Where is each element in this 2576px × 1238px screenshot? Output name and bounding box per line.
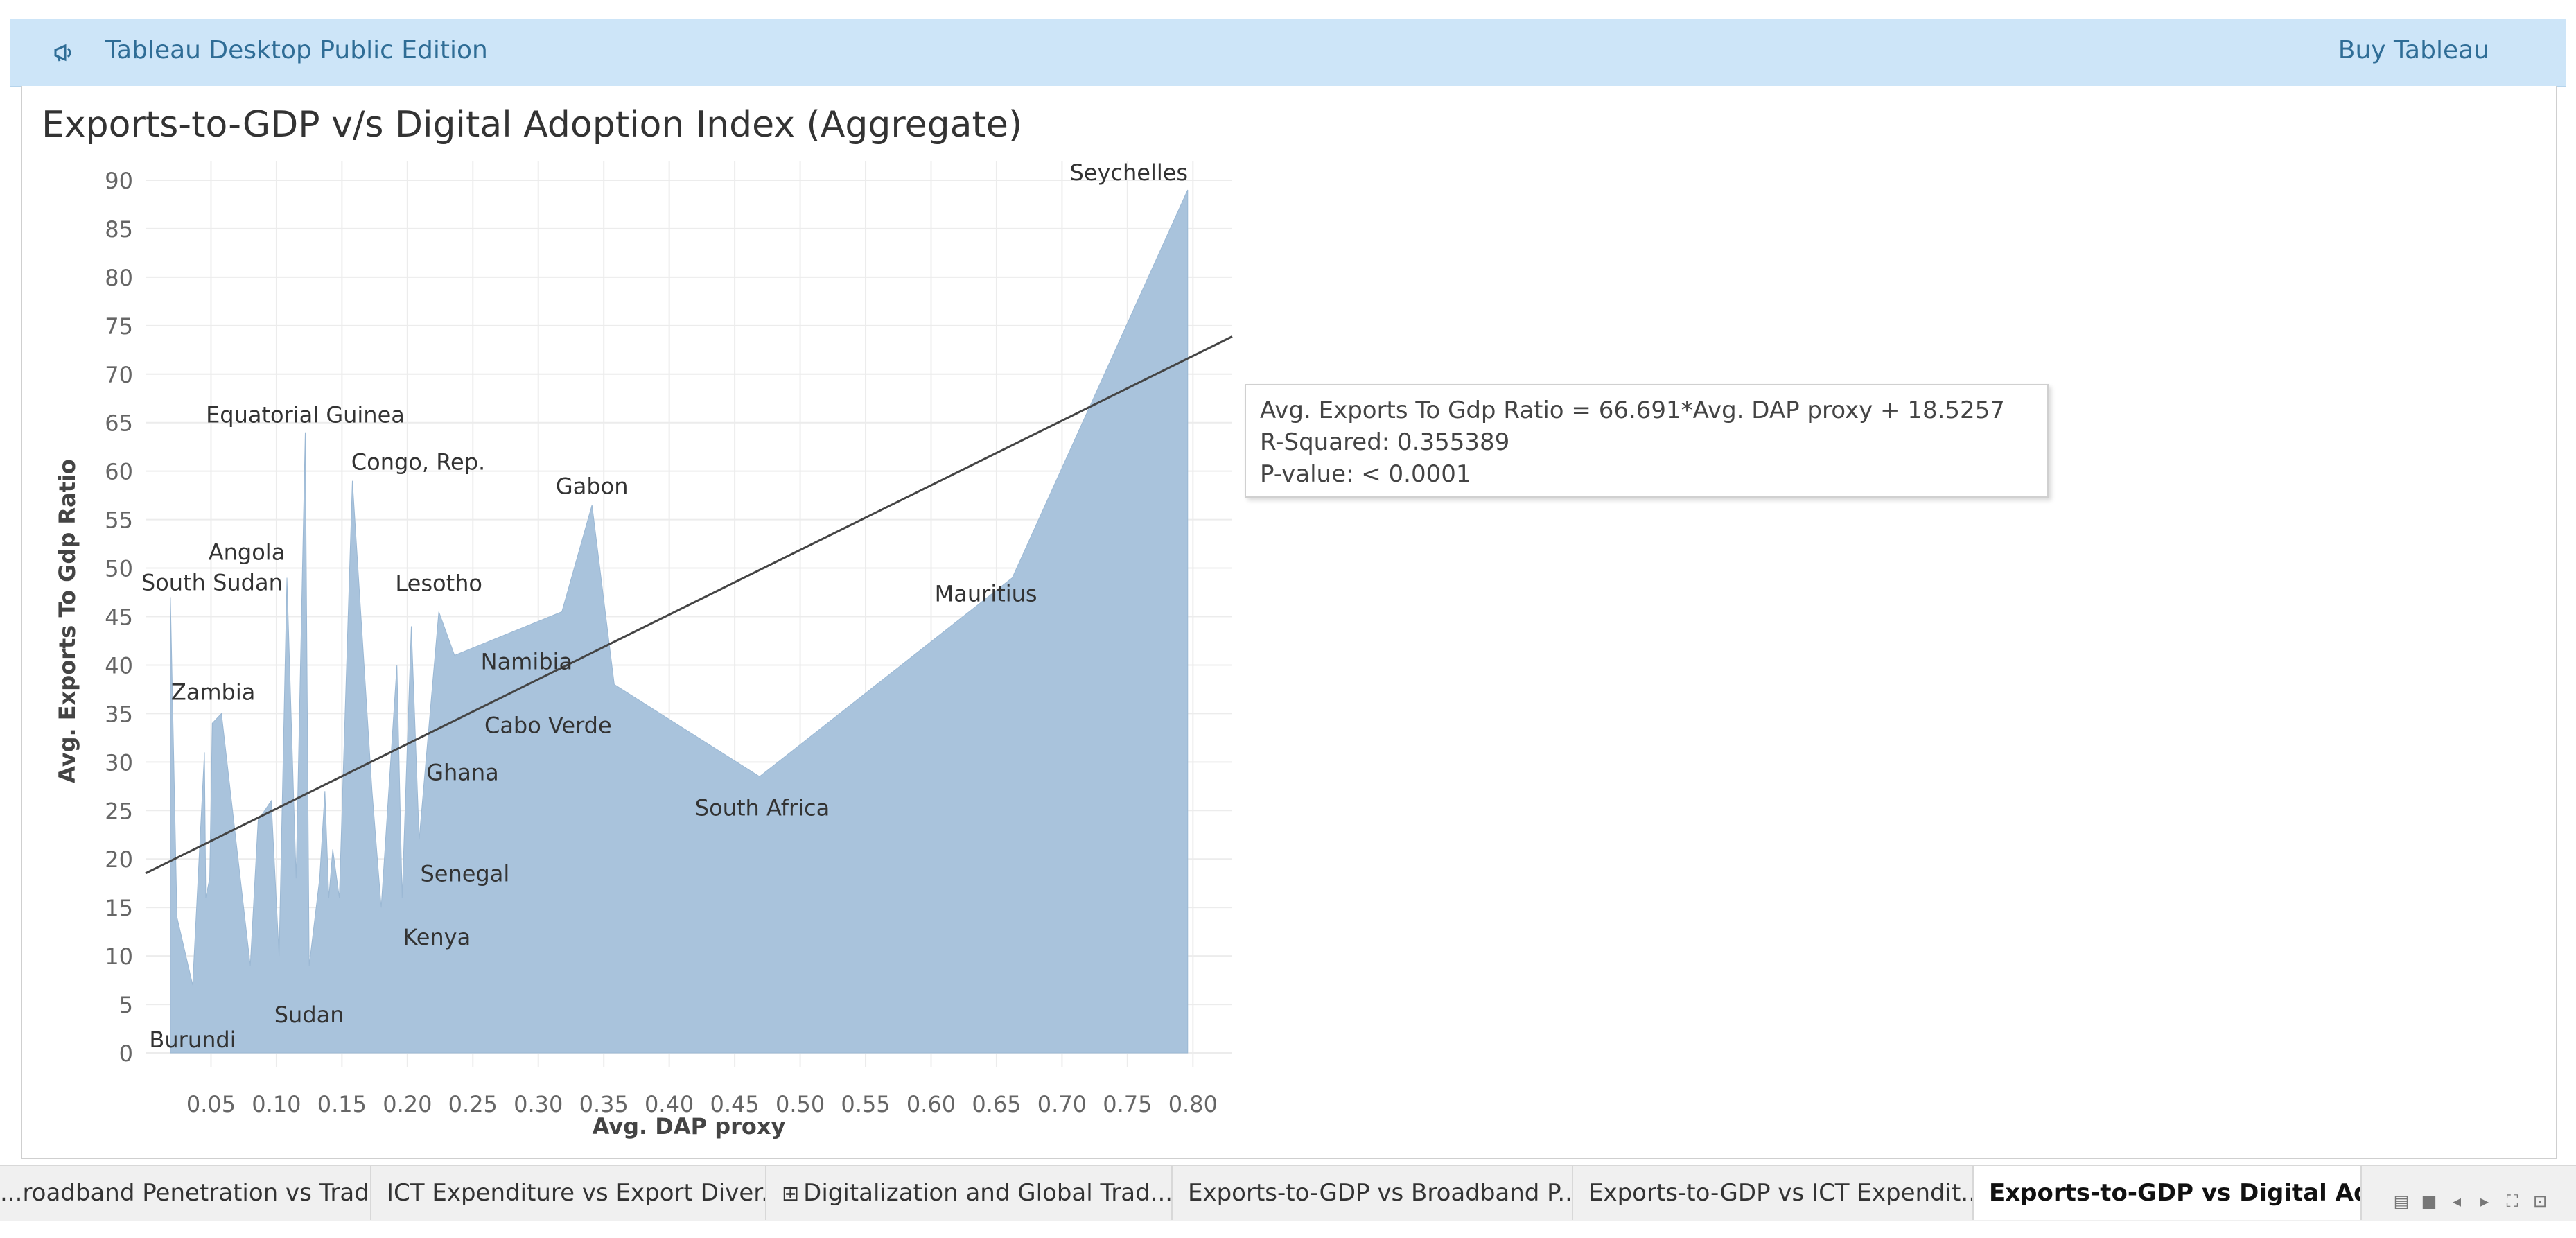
country-label: Cabo Verde (484, 712, 612, 738)
tab-digitalization-dashboard[interactable]: ⊞ Digitalization and Global Trad... (766, 1166, 1173, 1220)
tab-label: roadband Penetration vs Trad... (0, 1179, 369, 1207)
y-tick-label: 55 (105, 507, 133, 534)
y-tick-label: 40 (105, 652, 133, 679)
country-label: Equatorial Guinea (206, 402, 405, 428)
tooltip-r-squared: R-Squared: 0.355389 (1260, 428, 1510, 456)
y-tick-label: 35 (105, 701, 133, 727)
y-tick-label: 10 (105, 943, 133, 970)
scroll-left-icon[interactable]: ◂ (2452, 1192, 2462, 1211)
trend-layer (145, 335, 1233, 875)
y-tick-label: 25 (105, 798, 133, 824)
country-label: Zambia (171, 679, 256, 705)
tab-label: ICT Expenditure vs Export Diver... (387, 1179, 766, 1207)
tableau-megaphone-icon (54, 44, 71, 62)
trend-line[interactable] (145, 335, 1233, 875)
tooltip-p-value: P-value: < 0.0001 (1260, 460, 1471, 488)
y-tick-label: 60 (105, 459, 133, 485)
tab-broadband-penetration[interactable]: roadband Penetration vs Trad... (0, 1166, 371, 1220)
sheet-title: Exports-to-GDP v/s Digital Adoption Inde… (42, 104, 1023, 146)
x-tick-label: 0.65 (972, 1091, 1021, 1117)
x-tick-label: 0.60 (906, 1091, 956, 1117)
area-layer (170, 189, 1189, 1054)
trend-line-tooltip: Avg. Exports To Gdp Ratio = 66.691*Avg. … (1245, 384, 2049, 498)
exports-area-series[interactable] (170, 189, 1189, 1054)
x-tick-label: 0.80 (1168, 1091, 1218, 1117)
x-tick-label: 0.40 (645, 1091, 694, 1117)
country-label: Namibia (481, 648, 572, 674)
y-tick-label: 75 (105, 313, 133, 340)
tab-label: Exports-to-GDP vs ICT Expendit... (1588, 1179, 1974, 1207)
tab-label: Exports-to-GDP vs Broadband P... (1188, 1179, 1573, 1207)
y-tick-label: 0 (119, 1040, 133, 1067)
country-label: Kenya (403, 924, 471, 950)
x-tick-label: 0.75 (1103, 1091, 1152, 1117)
y-tick-label: 65 (105, 410, 133, 437)
country-label-layer: Seychelles Equatorial Guinea Congo, Rep. Ga… (141, 159, 1188, 1053)
x-tick-label: 0.55 (841, 1091, 890, 1117)
x-tick-label: 0.20 (383, 1091, 432, 1117)
y-tick-label: 85 (105, 216, 133, 243)
x-tick-label: 0.30 (514, 1091, 563, 1117)
presentation-mode-icon[interactable]: ⊡ (2532, 1192, 2548, 1211)
y-tick-label: 20 (105, 846, 133, 873)
x-tick-label: 0.15 (317, 1091, 367, 1117)
y-tick-label: 70 (105, 362, 133, 388)
x-tick-label: 0.50 (776, 1091, 825, 1117)
x-tick-label: 0.10 (252, 1091, 301, 1117)
x-axis-title: Avg. DAP proxy (593, 1113, 786, 1140)
fullscreen-icon[interactable]: ⛶ (2506, 1192, 2518, 1211)
scroll-right-icon[interactable]: ▸ (2480, 1192, 2489, 1211)
country-label: Angola (209, 539, 286, 566)
area-chart: 0 5 10 15 20 25 30 35 40 45 50 55 60 65 70 75 80 85 90 0.05… (54, 159, 1233, 1140)
y-tick-label: 45 (105, 604, 133, 630)
tab-exports-digital-adoption[interactable]: Exports-to-GDP vs Digital Ado... (1974, 1166, 2362, 1220)
x-tick-label: 0.05 (186, 1091, 236, 1117)
y-tick-label: 80 (105, 265, 133, 291)
show-filmstrip-icon[interactable]: ▤ (2393, 1192, 2410, 1211)
country-label: Burundi (149, 1027, 236, 1053)
tab-exports-ict[interactable]: Exports-to-GDP vs ICT Expendit... (1573, 1166, 1974, 1220)
country-label: Ghana (426, 759, 499, 785)
dashboard-grid-icon: ⊞ (782, 1182, 800, 1206)
country-label: Seychelles (1069, 159, 1188, 186)
buy-tableau-link[interactable]: Buy Tableau (2338, 36, 2489, 64)
x-tick-label: 0.70 (1037, 1091, 1087, 1117)
y-tick-label: 5 (119, 992, 133, 1018)
show-tabs-icon[interactable]: ■ (2421, 1192, 2437, 1211)
y-tick-label: 90 (105, 168, 133, 194)
app-title: Tableau Desktop Public Edition (105, 36, 488, 64)
sheet-tab-bar: roadband Penetration vs Trad... ICT Expe… (0, 1165, 2576, 1221)
y-axis-title: Avg. Exports To Gdp Ratio (54, 459, 80, 783)
tab-label: Exports-to-GDP vs Digital Ado... (1989, 1179, 2360, 1207)
tab-label: Digitalization and Global Trad... (803, 1179, 1173, 1207)
country-label: South Sudan (141, 570, 283, 596)
axis-tick-labels: 0 5 10 15 20 25 30 35 40 45 50 55 60 65 70 75 80 85 90 0.05… (105, 168, 1218, 1117)
tooltip-equation: Avg. Exports To Gdp Ratio = 66.691*Avg. … (1260, 396, 2005, 424)
country-label: Congo, Rep. (351, 449, 485, 476)
country-label: Lesotho (395, 570, 482, 597)
country-label: Mauritius (935, 581, 1037, 607)
x-tick-label: 0.35 (579, 1091, 629, 1117)
x-tick-label: 0.25 (448, 1091, 498, 1117)
tab-ict-expenditure[interactable]: ICT Expenditure vs Export Diver... (371, 1166, 766, 1220)
country-label: South Africa (695, 794, 830, 821)
tab-exports-broadband[interactable]: Exports-to-GDP vs Broadband P... (1173, 1166, 1573, 1220)
y-tick-label: 30 (105, 749, 133, 776)
country-label: Gabon (556, 473, 629, 500)
x-tick-label: 0.45 (710, 1091, 759, 1117)
country-label: Sudan (274, 1002, 344, 1028)
y-tick-label: 50 (105, 556, 133, 582)
y-tick-label: 15 (105, 895, 133, 921)
country-label: Senegal (420, 860, 509, 887)
